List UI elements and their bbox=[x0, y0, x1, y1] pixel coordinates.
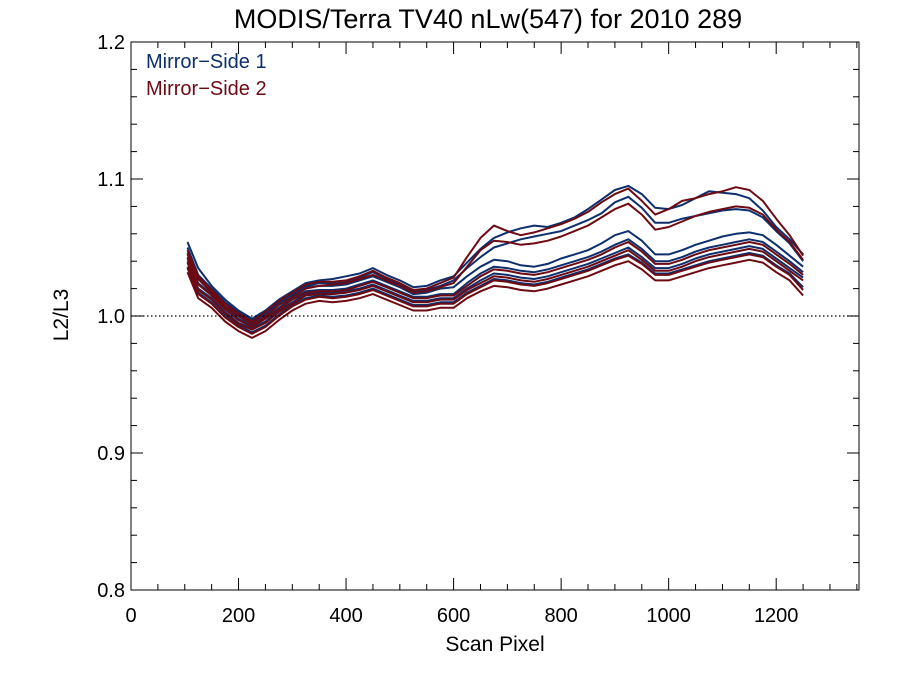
axis-ticks bbox=[130, 41, 859, 591]
series-line-mirror-side-2 bbox=[186, 202, 804, 326]
series-line-mirror-side-2 bbox=[186, 247, 804, 331]
x-tick-label: 1000 bbox=[646, 605, 691, 627]
legend-entry-mirror-side-2: Mirror−Side 2 bbox=[146, 78, 267, 100]
x-tick-label: 400 bbox=[329, 605, 362, 627]
x-tick-label: 800 bbox=[544, 605, 577, 627]
series-line-mirror-side-2 bbox=[186, 258, 804, 339]
y-tick-label: 0.8 bbox=[97, 580, 125, 602]
legend-entry-mirror-side-1: Mirror−Side 1 bbox=[146, 51, 267, 73]
x-tick-label: 200 bbox=[222, 605, 255, 627]
x-tick-label: 0 bbox=[125, 605, 136, 627]
y-tick-label: 1.0 bbox=[97, 306, 125, 328]
series-line-mirror-side-1 bbox=[186, 230, 804, 324]
chart-title: MODIS/Terra TV40 nLw(547) for 2010 289 bbox=[234, 4, 742, 34]
y-axis-label: L2/L3 bbox=[50, 289, 73, 342]
series-line-mirror-side-2 bbox=[186, 186, 804, 323]
y-tick-label: 0.9 bbox=[97, 443, 125, 465]
axis-tick-labels: 0 200 400 600 800 1000 1200 0.8 0.9 1.0 1.1 1.2 bbox=[97, 32, 798, 627]
x-tick-label: 1200 bbox=[754, 605, 799, 627]
series-line-mirror-side-2 bbox=[186, 241, 804, 328]
x-axis-label: Scan Pixel bbox=[445, 633, 544, 656]
series-line-mirror-side-1 bbox=[186, 184, 804, 320]
y-tick-label: 1.2 bbox=[97, 32, 125, 54]
series-layer bbox=[186, 184, 804, 339]
series-line-mirror-side-1 bbox=[186, 195, 804, 322]
y-tick-label: 1.1 bbox=[97, 169, 125, 191]
series-line-mirror-side-1 bbox=[186, 245, 804, 330]
legend: Mirror−Side 1 Mirror−Side 2 bbox=[146, 51, 267, 100]
series-line-mirror-side-1 bbox=[186, 252, 804, 334]
series-line-mirror-side-2 bbox=[186, 253, 804, 335]
x-tick-label: 600 bbox=[437, 605, 470, 627]
series-line-mirror-side-1 bbox=[186, 238, 804, 327]
